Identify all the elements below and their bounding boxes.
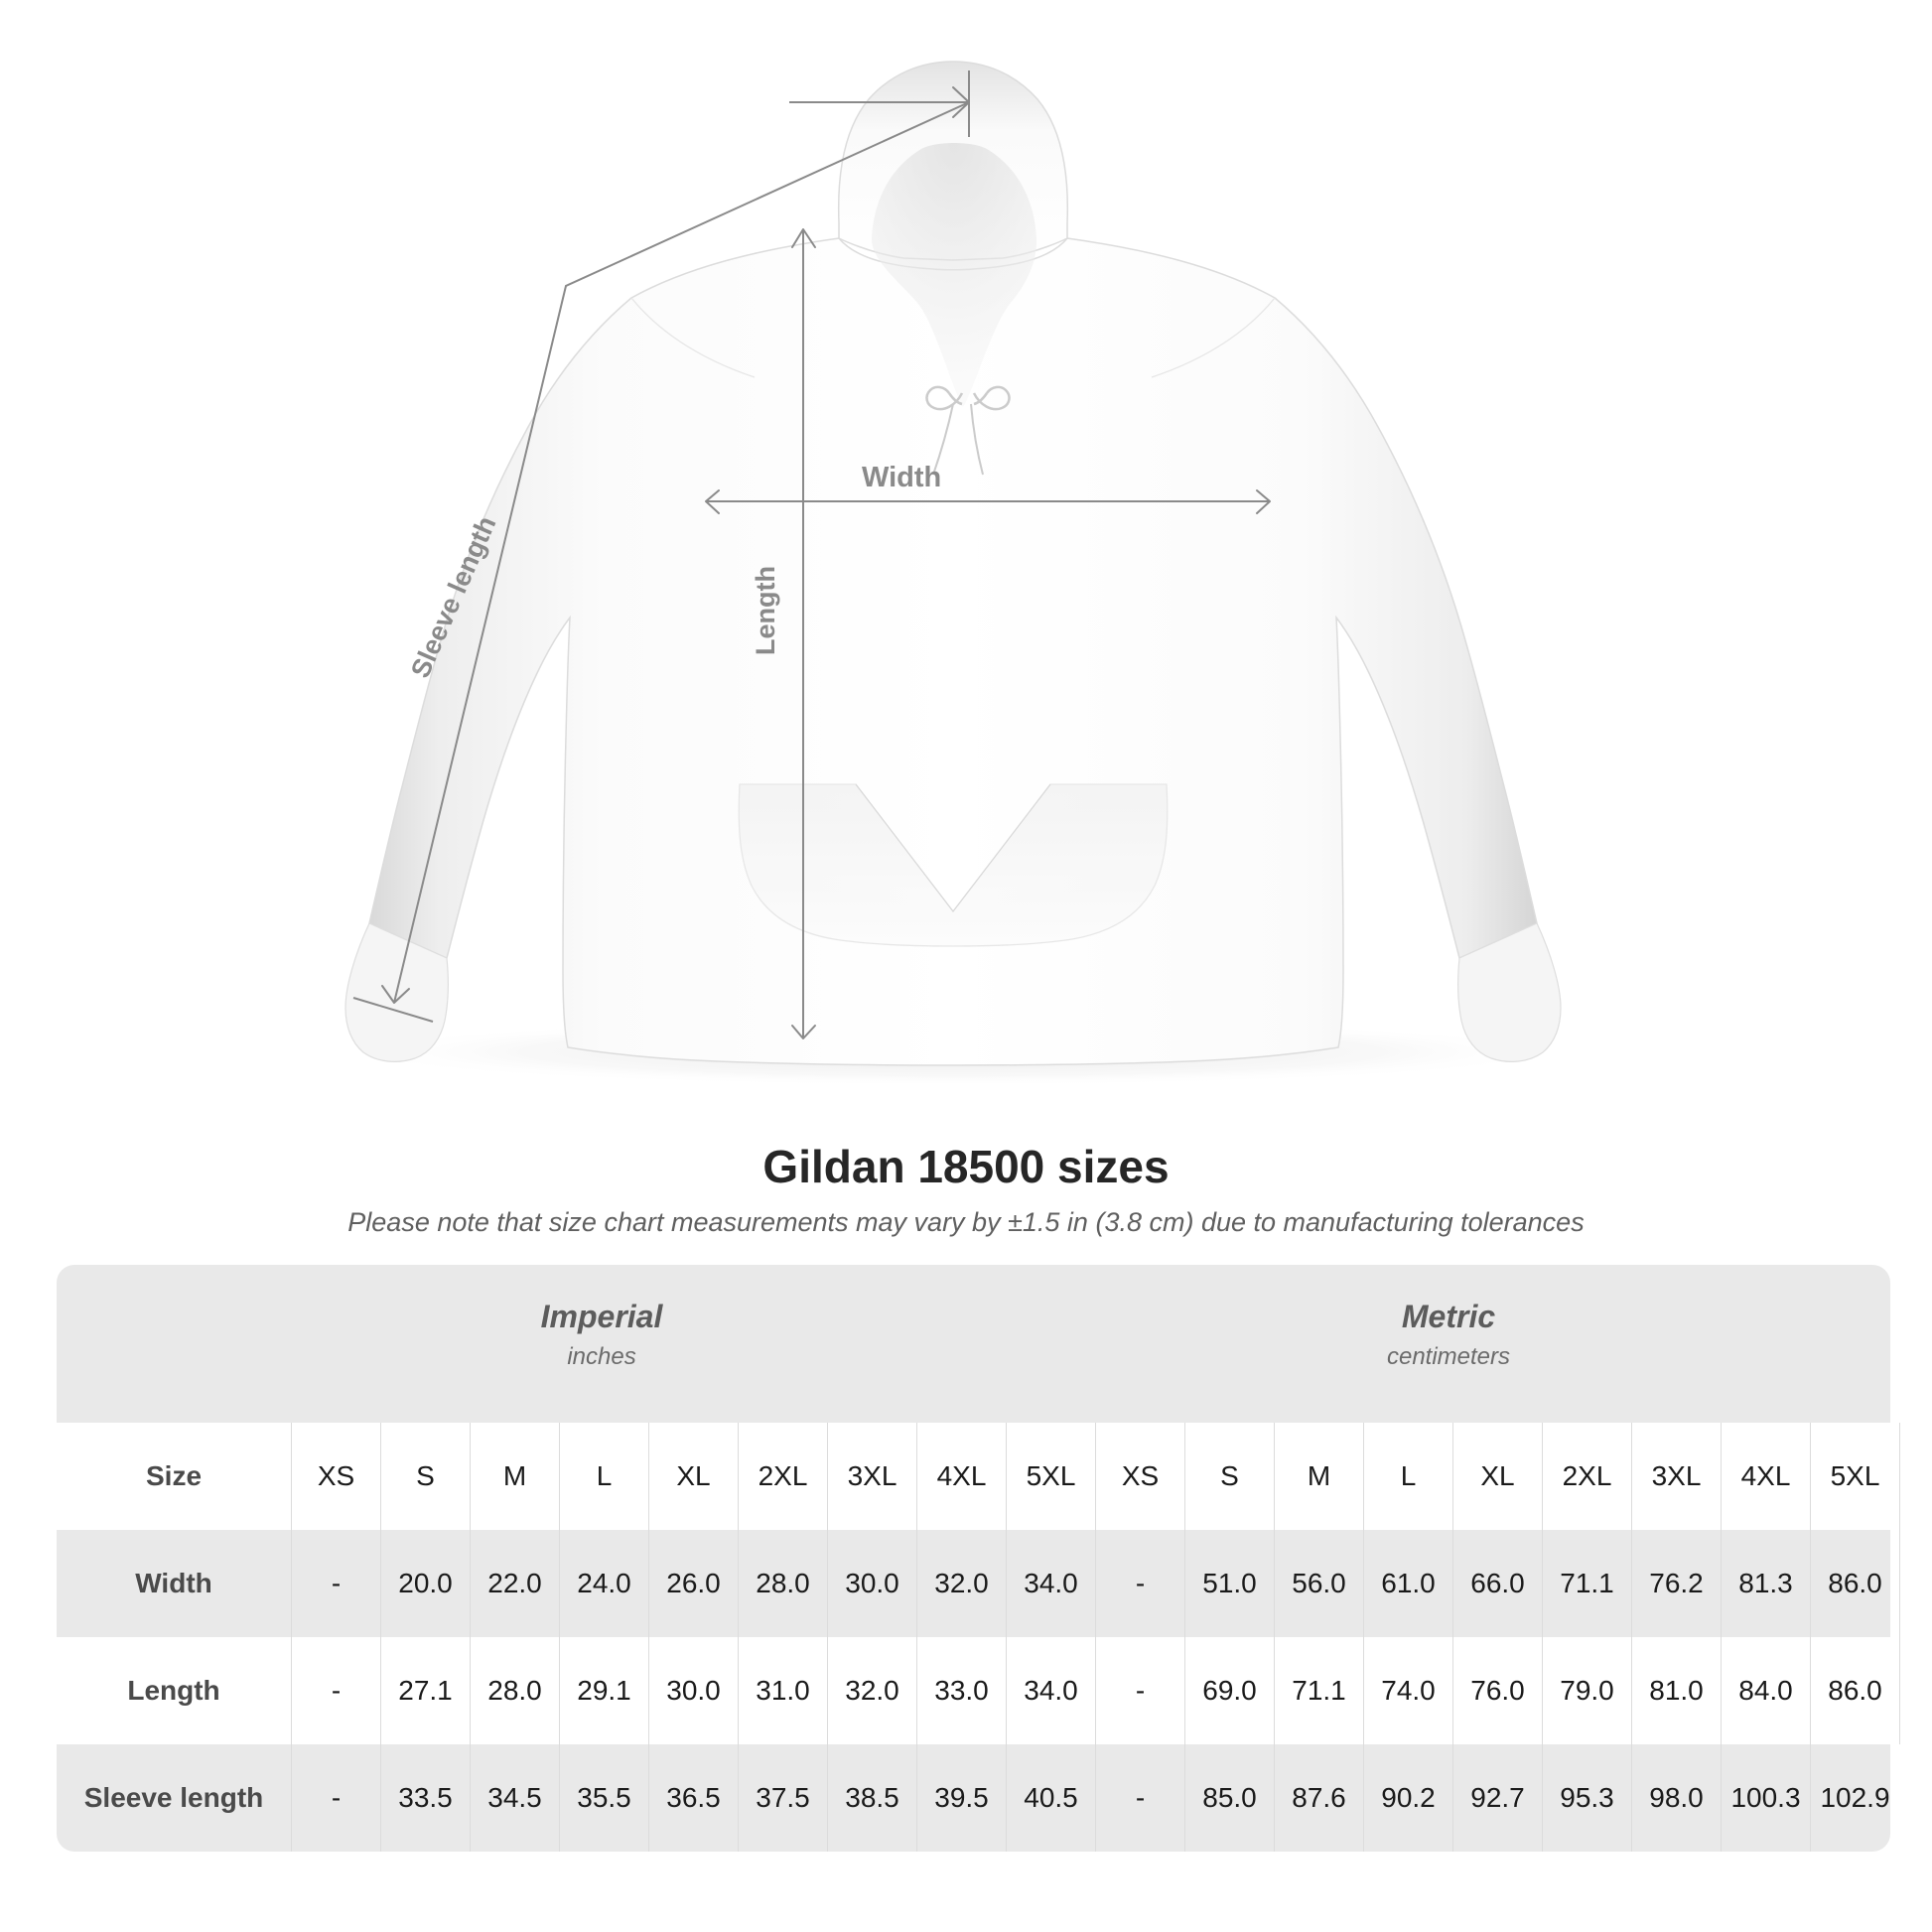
svg-text:Length: Length (751, 566, 780, 655)
svg-text:Width: Width (862, 462, 941, 493)
